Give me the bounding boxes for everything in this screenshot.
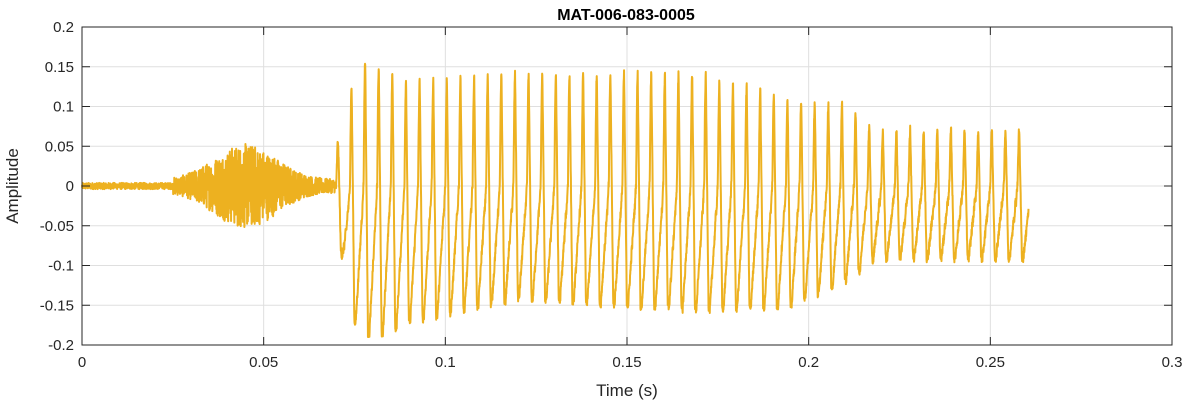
x-tick-label: 0 (78, 354, 86, 371)
y-tick-label: -0.2 (48, 337, 74, 354)
x-axis-ticks: 0 0.05 0.1 0.15 0.2 0.25 0.3 (78, 27, 1183, 371)
y-tick-label: 0 (66, 178, 74, 195)
y-tick-label: 0.1 (53, 99, 74, 116)
x-tick-label: 0.1 (435, 354, 456, 371)
x-tick-label: 0.2 (798, 354, 819, 371)
x-axis-label: Time (s) (596, 381, 658, 400)
chart-title: MAT-006-083-0005 (557, 7, 695, 24)
waveform-line (81, 62, 1030, 338)
y-tick-label: -0.1 (48, 258, 74, 275)
x-tick-label: 0.3 (1162, 354, 1183, 371)
x-tick-label: 0.25 (976, 354, 1005, 371)
x-tick-label: 0.15 (612, 354, 641, 371)
y-axis-label: Amplitude (3, 148, 22, 224)
y-tick-label: -0.15 (40, 297, 74, 314)
y-tick-label: -0.05 (40, 218, 74, 235)
y-tick-label: 0.2 (53, 19, 74, 36)
waveform-series (81, 62, 1030, 338)
y-axis-ticks: -0.2 -0.15 -0.1 -0.05 0 0.05 0.1 0.15 0.2 (40, 19, 1172, 354)
y-tick-label: 0.05 (45, 138, 74, 155)
y-tick-label: 0.15 (45, 59, 74, 76)
x-tick-label: 0.05 (249, 354, 278, 371)
